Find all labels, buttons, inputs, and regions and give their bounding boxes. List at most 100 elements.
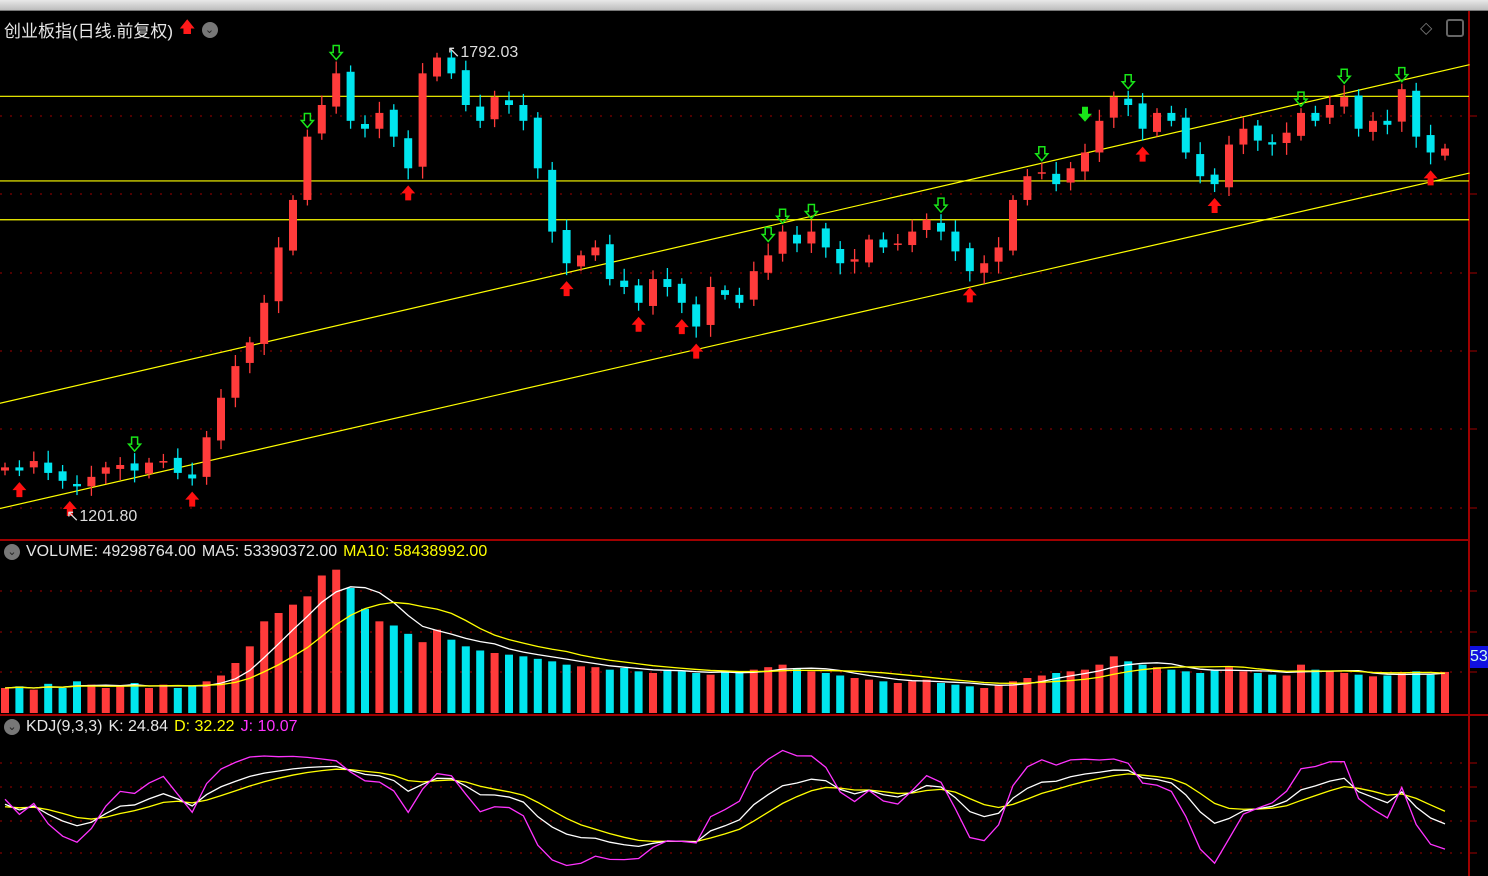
candle-body xyxy=(274,247,283,302)
volume-bar xyxy=(245,646,254,713)
volume-bar xyxy=(562,664,571,713)
candle-body xyxy=(332,73,341,107)
volume-bar xyxy=(1225,667,1233,713)
candle-body xyxy=(908,231,917,246)
candle-body xyxy=(44,462,53,473)
volume-value: VOLUME: 49298764.00 xyxy=(26,543,196,560)
trend-line xyxy=(0,64,1470,404)
volume-bar xyxy=(87,684,96,713)
volume-bar xyxy=(533,658,542,713)
candle-body xyxy=(865,239,873,263)
candle-body xyxy=(1124,98,1133,105)
kdj-name: KDJ(9,3,3) xyxy=(26,718,103,735)
candle-body xyxy=(1196,154,1205,177)
volume-bar xyxy=(1311,669,1320,713)
candle-body xyxy=(764,255,773,273)
chevron-down-icon[interactable]: ⌄ xyxy=(4,719,20,735)
candle-body xyxy=(303,136,312,200)
volume-bar xyxy=(346,588,355,713)
volume-bar xyxy=(505,654,513,713)
volume-bar xyxy=(1268,674,1277,713)
candle-body xyxy=(505,100,513,105)
volume-bar xyxy=(994,684,1003,713)
volume-bar xyxy=(836,675,845,713)
volume-bar xyxy=(1397,673,1406,713)
volume-bar xyxy=(461,646,470,713)
candle-body xyxy=(1009,199,1017,251)
chevron-down-icon[interactable]: ⌄ xyxy=(201,21,218,38)
volume-bar xyxy=(937,683,945,713)
volume-bar xyxy=(922,679,931,713)
buy-signal-arrow-icon xyxy=(1135,146,1150,162)
volume-bar xyxy=(1340,673,1349,713)
volume-bar xyxy=(29,689,38,713)
volume-bar xyxy=(433,629,441,713)
candle-body xyxy=(721,290,729,295)
candle-body xyxy=(1167,112,1176,121)
volume-bar xyxy=(749,669,758,713)
candle-body xyxy=(620,280,629,287)
volume-bar xyxy=(260,621,269,713)
volume-bar xyxy=(1297,664,1305,713)
volume-bar xyxy=(101,688,110,713)
candle-body xyxy=(778,231,787,254)
volume-bar xyxy=(173,688,182,713)
volume-bar xyxy=(159,684,168,713)
volume-bar xyxy=(1426,674,1435,713)
buy-signal-arrow-icon xyxy=(401,185,416,201)
candle-body xyxy=(231,366,240,398)
candle-body xyxy=(447,57,456,74)
candle-body xyxy=(706,286,715,325)
candle-body xyxy=(577,255,585,267)
volume-bar xyxy=(361,608,369,713)
diamond-icon[interactable]: ◇ xyxy=(1420,20,1433,37)
buy-signal-arrow-icon xyxy=(1207,198,1222,214)
candle-body xyxy=(735,294,744,303)
candle-body xyxy=(850,259,859,262)
volume-bar xyxy=(303,596,312,713)
candle-body xyxy=(1095,120,1104,153)
candle-body xyxy=(260,302,269,344)
buy-signal-arrow-icon xyxy=(62,501,77,517)
candle-body xyxy=(361,123,369,129)
volume-bar xyxy=(1196,673,1205,713)
volume-bar xyxy=(778,664,787,713)
kdj-k-line xyxy=(4,765,1446,848)
candle-body xyxy=(29,461,38,468)
volume-bar xyxy=(1181,671,1190,713)
candle-body xyxy=(965,248,974,272)
volume-bar xyxy=(1081,669,1089,713)
candle-body xyxy=(159,461,168,463)
volume-ma10-line xyxy=(4,601,1446,689)
d-value: D: 32.22 xyxy=(174,718,235,735)
kdj-d-line xyxy=(4,768,1446,843)
chevron-down-icon[interactable]: ⌄ xyxy=(4,544,20,560)
sell-signal-arrow-icon xyxy=(1120,74,1136,90)
panel-toggle-icon[interactable] xyxy=(1446,19,1464,37)
volume-bar xyxy=(548,661,557,713)
sell-signal-arrow-icon xyxy=(1394,66,1410,83)
candle-body xyxy=(1037,172,1046,174)
candle-body xyxy=(1340,97,1349,107)
candle-body xyxy=(1066,168,1075,183)
candle-body xyxy=(821,228,830,248)
volume-legend: ⌄ VOLUME: 49298764.00 MA5: 53390372.00 M… xyxy=(4,543,487,561)
candle-body xyxy=(101,467,110,474)
volume-bar xyxy=(1167,669,1176,713)
candle-body xyxy=(1081,152,1089,172)
volume-bar xyxy=(15,686,24,713)
candle-body xyxy=(1441,148,1449,156)
volume-bar xyxy=(317,575,326,713)
candle-body xyxy=(1369,120,1377,132)
volume-bar xyxy=(620,668,629,713)
sell-signal-arrow-icon xyxy=(126,436,143,453)
candle-body xyxy=(1325,104,1334,118)
volume-bar xyxy=(721,671,729,713)
kdj-legend: ⌄ KDJ(9,3,3) K: 24.84 D: 32.22 J: 10.07 xyxy=(4,718,298,736)
candle-body xyxy=(389,109,398,137)
top-menu-bar[interactable] xyxy=(0,0,1488,11)
candle-body xyxy=(893,243,902,245)
candle-body xyxy=(879,239,888,248)
volume-bar xyxy=(965,686,974,713)
candle-body xyxy=(677,283,686,303)
